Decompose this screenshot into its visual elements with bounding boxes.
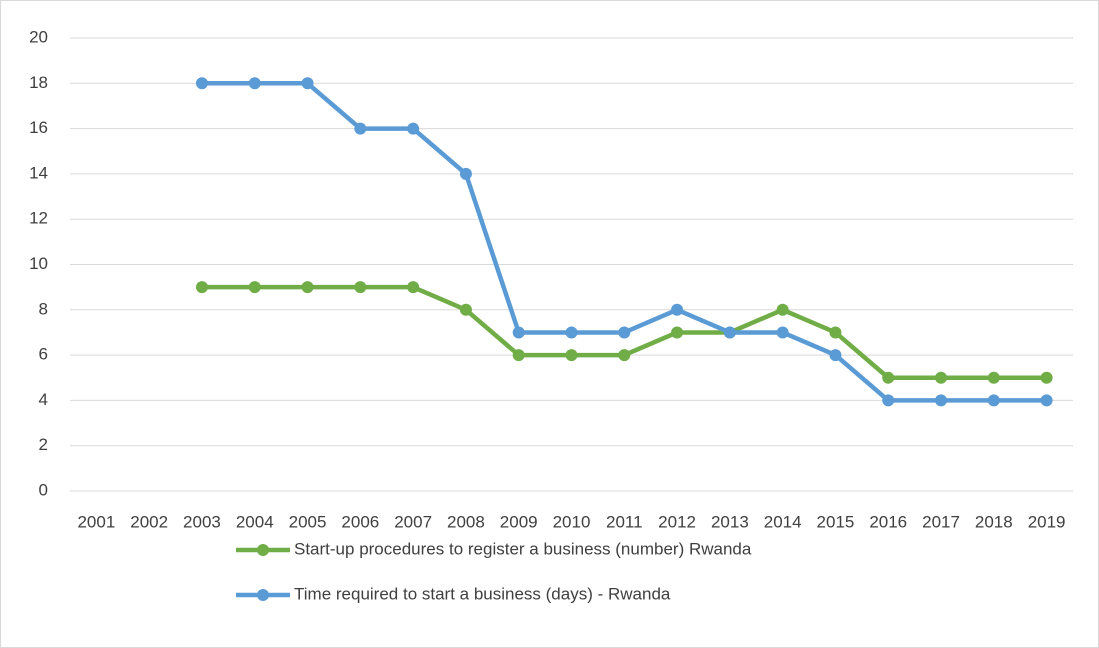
data-point — [882, 394, 895, 407]
x-tick-label: 2005 — [289, 512, 327, 531]
x-tick-label: 2002 — [130, 512, 168, 531]
y-tick-label: 6 — [39, 345, 48, 364]
legend-marker — [257, 589, 269, 601]
data-point — [776, 326, 789, 339]
data-point — [987, 394, 1000, 407]
x-tick-label: 2004 — [236, 512, 274, 531]
data-point — [565, 326, 578, 339]
x-tick-label: 2016 — [869, 512, 907, 531]
data-point — [354, 122, 367, 135]
data-point — [671, 326, 684, 339]
y-tick-label: 14 — [29, 163, 48, 182]
y-tick-label: 20 — [29, 27, 48, 46]
x-tick-label: 2017 — [922, 512, 960, 531]
y-tick-label: 8 — [39, 299, 48, 318]
data-point — [776, 303, 789, 316]
data-point — [195, 77, 208, 90]
data-point — [354, 281, 367, 294]
data-point — [935, 371, 948, 384]
y-tick-label: 12 — [29, 209, 48, 228]
x-tick-label: 2003 — [183, 512, 221, 531]
y-tick-label: 2 — [39, 435, 48, 454]
y-tick-label: 10 — [29, 254, 48, 273]
x-tick-label: 2010 — [553, 512, 591, 531]
data-point — [565, 349, 578, 362]
data-point — [459, 303, 472, 316]
data-point — [1040, 371, 1053, 384]
data-point — [248, 77, 261, 90]
data-point — [407, 122, 420, 135]
legend-label: Time required to start a business (days)… — [294, 584, 671, 603]
y-tick-label: 0 — [39, 480, 48, 499]
x-tick-label: 2007 — [394, 512, 432, 531]
x-tick-label: 2011 — [606, 512, 643, 531]
data-point — [618, 326, 631, 339]
data-point — [301, 281, 314, 294]
x-tick-label: 2008 — [447, 512, 485, 531]
x-tick-label: 2019 — [1028, 512, 1066, 531]
x-tick-label: 2018 — [975, 512, 1013, 531]
data-point — [671, 303, 684, 316]
data-point — [987, 371, 1000, 384]
x-tick-label: 2013 — [711, 512, 749, 531]
data-point — [195, 281, 208, 294]
legend-marker — [257, 544, 269, 556]
y-tick-label: 18 — [29, 73, 48, 92]
data-point — [829, 349, 842, 362]
x-tick-label: 2014 — [764, 512, 802, 531]
x-tick-label: 2015 — [817, 512, 855, 531]
x-tick-label: 2001 — [77, 512, 115, 531]
y-tick-label: 4 — [39, 390, 48, 409]
data-point — [829, 326, 842, 339]
data-point — [301, 77, 314, 90]
y-tick-label: 16 — [29, 118, 48, 137]
x-tick-label: 2012 — [658, 512, 696, 531]
data-point — [935, 394, 948, 407]
x-tick-label: 2006 — [341, 512, 379, 531]
data-point — [512, 326, 525, 339]
x-tick-label: 2009 — [500, 512, 538, 531]
data-point — [459, 167, 472, 180]
data-point — [723, 326, 736, 339]
data-point — [407, 281, 420, 294]
legend-label: Start-up procedures to register a busine… — [294, 539, 752, 558]
data-point — [618, 349, 631, 362]
data-point — [248, 281, 261, 294]
data-point — [882, 371, 895, 384]
data-point — [512, 349, 525, 362]
data-point — [1040, 394, 1053, 407]
